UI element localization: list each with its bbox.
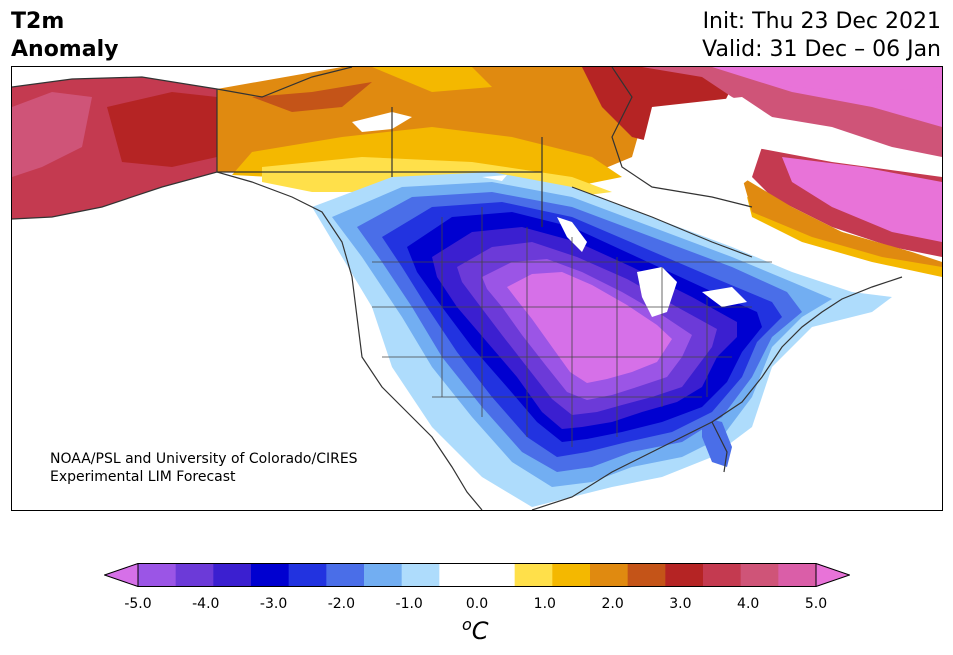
colorbar-extend-left (104, 563, 138, 587)
colorbar-tick-label: 3.0 (669, 596, 692, 612)
colorbar-cell (326, 563, 365, 587)
colorbar-tick-label: -2.0 (327, 596, 356, 612)
colorbar-right-outline (815, 563, 850, 587)
colorbar-cell (552, 563, 591, 587)
colorbar-tick-label: -3.0 (259, 596, 288, 612)
credit-text: NOAA/PSL and University of Colorado/CIRE… (50, 450, 358, 486)
colorbar-left-outline (104, 563, 139, 587)
colorbar-cell (627, 563, 666, 587)
colorbar-cell (590, 563, 629, 587)
unit-superscript: o (462, 615, 472, 634)
title-line-2: Anomaly (11, 37, 119, 62)
chart-title: T2m Anomaly (11, 8, 118, 64)
colorbar-cells (138, 563, 817, 587)
credit-line-2: Experimental LIM Forecast (50, 469, 236, 485)
colorbar-cell (514, 563, 553, 587)
map-panel: NOAA/PSL and University of Colorado/CIRE… (11, 66, 943, 511)
colorbar-extend-right (816, 563, 850, 587)
unit-label: oC (462, 615, 489, 645)
colorbar-cell (138, 563, 177, 587)
colorbar (104, 563, 850, 587)
cold-anomaly-region (312, 172, 892, 507)
colorbar-cell (477, 563, 516, 587)
water-bodies (352, 67, 942, 317)
colorbar-tick-label: -1.0 (395, 596, 423, 612)
colorbar-cell (213, 563, 252, 587)
state-borders (372, 207, 772, 447)
unit-base: C (471, 617, 489, 645)
colorbar-cell (703, 563, 742, 587)
colorbar-cell (665, 563, 704, 587)
colorbar-tick-label: 0.0 (465, 596, 489, 612)
valid-range: Valid: 31 Dec – 06 Jan (702, 37, 941, 62)
colorbar-cell (364, 563, 403, 587)
colorbar-ticks: -5.0 -4.0 -3.0 -2.0 -1.0 0.0 1.0 2.0 3.0 4.0 5.0 (0, 596, 953, 616)
anomaly-map (12, 67, 942, 510)
coastlines (12, 67, 903, 510)
colorbar-tick-label: 4.0 (737, 596, 760, 612)
colorbar-cell (401, 563, 440, 587)
credit-line-1: NOAA/PSL and University of Colorado/CIRE… (50, 451, 358, 467)
colorbar-cell (288, 563, 327, 587)
title-line-1: T2m (11, 9, 65, 34)
colorbar-tick-label: 2.0 (601, 596, 624, 612)
colorbar-cell (778, 563, 817, 587)
colorbar-cell (439, 563, 478, 587)
florida-region (702, 417, 732, 467)
colorbar-tick-label: -5.0 (124, 596, 152, 612)
date-info: Init: Thu 23 Dec 2021 Valid: 31 Dec – 06… (702, 8, 941, 64)
colorbar-border (137, 563, 817, 587)
colorbar-cell (251, 563, 290, 587)
alaska-warm-region (12, 77, 217, 219)
colorbar-tick-label: 1.0 (533, 596, 556, 612)
init-date: Init: Thu 23 Dec 2021 (702, 9, 941, 34)
colorbar-cell (740, 563, 779, 587)
colorbar-cell (175, 563, 214, 587)
colorbar-tick-label: 5.0 (804, 596, 828, 612)
colorbar-tick-label: -4.0 (192, 596, 220, 612)
